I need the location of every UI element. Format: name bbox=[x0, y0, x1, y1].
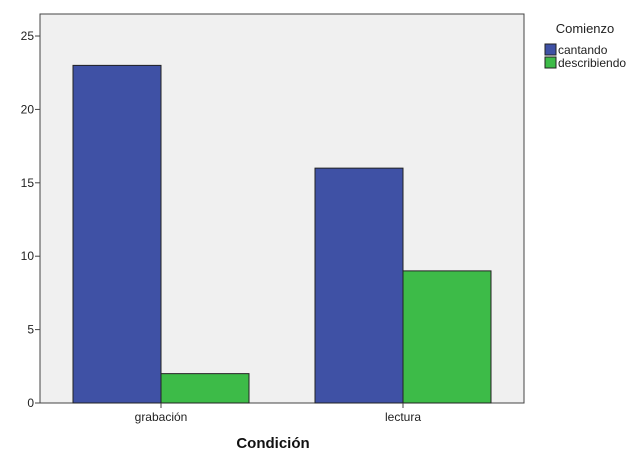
y-tick-label: 25 bbox=[21, 29, 35, 43]
x-tick-label: lectura bbox=[385, 410, 421, 424]
y-axis: 0 5 10 15 20 25 bbox=[21, 29, 40, 410]
bars bbox=[72, 64, 492, 404]
y-tick-label: 5 bbox=[27, 323, 34, 337]
legend-title: Comienzo bbox=[556, 21, 615, 36]
x-axis-title: Condición bbox=[236, 435, 309, 452]
bar-describiendo bbox=[160, 373, 250, 404]
x-axis: grabación lectura bbox=[135, 403, 421, 424]
y-tick-label: 15 bbox=[21, 176, 35, 190]
bar-describiendo bbox=[402, 270, 492, 404]
legend-swatch bbox=[544, 56, 557, 69]
bar-cantando bbox=[72, 64, 162, 404]
bar-cantando bbox=[314, 167, 404, 404]
legend-label: describiendo bbox=[558, 56, 626, 70]
y-tick-label: 10 bbox=[21, 249, 35, 263]
y-tick-label: 0 bbox=[27, 396, 34, 410]
legend-swatch bbox=[544, 43, 557, 56]
x-tick-label: grabación bbox=[135, 410, 188, 424]
legend-label: cantando bbox=[558, 43, 608, 57]
y-tick-label: 20 bbox=[21, 102, 35, 116]
